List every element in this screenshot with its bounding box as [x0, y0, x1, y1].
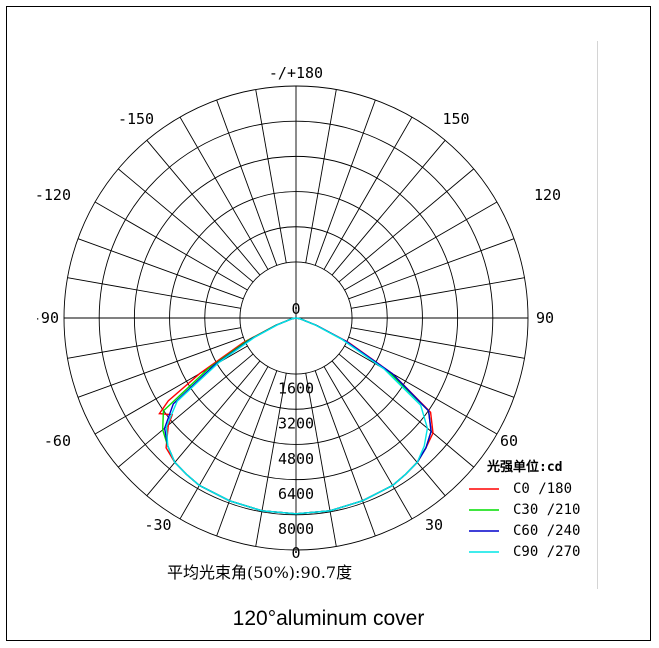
radial-tick-label: 1600: [278, 379, 314, 397]
grid-spoke: [314, 99, 376, 266]
grid-spoke: [348, 336, 515, 398]
intensity-curve: [165, 317, 429, 515]
grid-spoke: [216, 370, 278, 537]
legend: 光强单位:cd C0 /180 C30 /210 C60 /240 C90 /270: [469, 459, 580, 560]
plot-panel: 0 1600 3200 4800 6400 8000 -/+180 150 -150 120 -1…: [37, 41, 598, 589]
grid-spoke: [216, 99, 278, 266]
radial-tick-labels: 0 1600 3200 4800 6400 8000: [278, 300, 314, 538]
angular-tick-label: 60: [500, 432, 518, 450]
grid-spoke: [338, 353, 475, 468]
grid-spoke: [351, 327, 525, 359]
legend-label: C60 /240: [513, 523, 580, 539]
angular-tick-label: -60: [44, 432, 71, 450]
grid-spoke: [331, 360, 446, 497]
grid-spoke: [77, 238, 244, 300]
radial-tick-label: 6400: [278, 485, 314, 503]
figure-frame: 0 1600 3200 4800 6400 8000 -/+180 150 -150 120 -1…: [6, 6, 651, 641]
grid-spoke: [67, 277, 241, 309]
grid-spoke: [344, 201, 498, 291]
angular-tick-label: -90: [37, 309, 59, 327]
angular-tick-label: -150: [118, 110, 154, 128]
grid-spoke: [179, 366, 269, 520]
grid-spoke: [305, 373, 337, 547]
angular-tick-label: 0: [291, 544, 300, 562]
radial-tick-label: 3200: [278, 415, 314, 433]
polar-grid: [63, 85, 529, 551]
grid-spoke: [117, 353, 254, 468]
grid-spoke: [323, 116, 413, 270]
angular-tick-labels: -/+180 150 -150 120 -120 90 -90 60 -60 30 -30 0: [37, 64, 561, 562]
radial-tick-label: 8000: [278, 520, 314, 538]
angular-tick-label: 150: [442, 110, 469, 128]
angular-tick-label: 90: [536, 309, 554, 327]
figure-caption: 120°aluminum cover: [232, 607, 425, 630]
grid-spoke: [305, 89, 337, 263]
grid-spoke: [179, 116, 269, 270]
legend-label: C0 /180: [513, 481, 572, 497]
angular-tick-label: -30: [144, 516, 171, 534]
grid-spoke: [344, 345, 498, 435]
legend-label: C90 /270: [513, 544, 580, 560]
grid-spoke: [255, 373, 287, 547]
angular-tick-label: -120: [37, 186, 71, 204]
grid-spoke: [338, 168, 475, 283]
legend-label: C30 /210: [513, 502, 580, 518]
legend-title: 光强单位:cd: [486, 459, 562, 475]
grid-spoke: [255, 89, 287, 263]
angular-tick-label: 30: [425, 516, 443, 534]
grid-spoke: [77, 336, 244, 398]
grid-spoke: [331, 139, 446, 276]
angular-tick-label: 120: [534, 186, 561, 204]
grid-spoke: [323, 366, 413, 520]
angular-tick-label: -/+180: [269, 64, 323, 82]
grid-spoke: [146, 139, 261, 276]
beam-angle-footnote: 平均光束角(50%):90.7度: [167, 563, 352, 582]
grid-spoke: [348, 238, 515, 300]
radial-tick-label: 0: [291, 300, 300, 318]
grid-spoke: [351, 277, 525, 309]
radial-tick-label: 4800: [278, 450, 314, 468]
grid-spoke: [314, 370, 376, 537]
intensity-curves: [158, 317, 434, 515]
grid-spoke: [67, 327, 241, 359]
polar-chart: 0 1600 3200 4800 6400 8000 -/+180 150 -150 120 -1…: [37, 64, 580, 582]
grid-spoke: [94, 201, 248, 291]
grid-spoke: [117, 168, 254, 283]
grid-spoke: [146, 360, 261, 497]
